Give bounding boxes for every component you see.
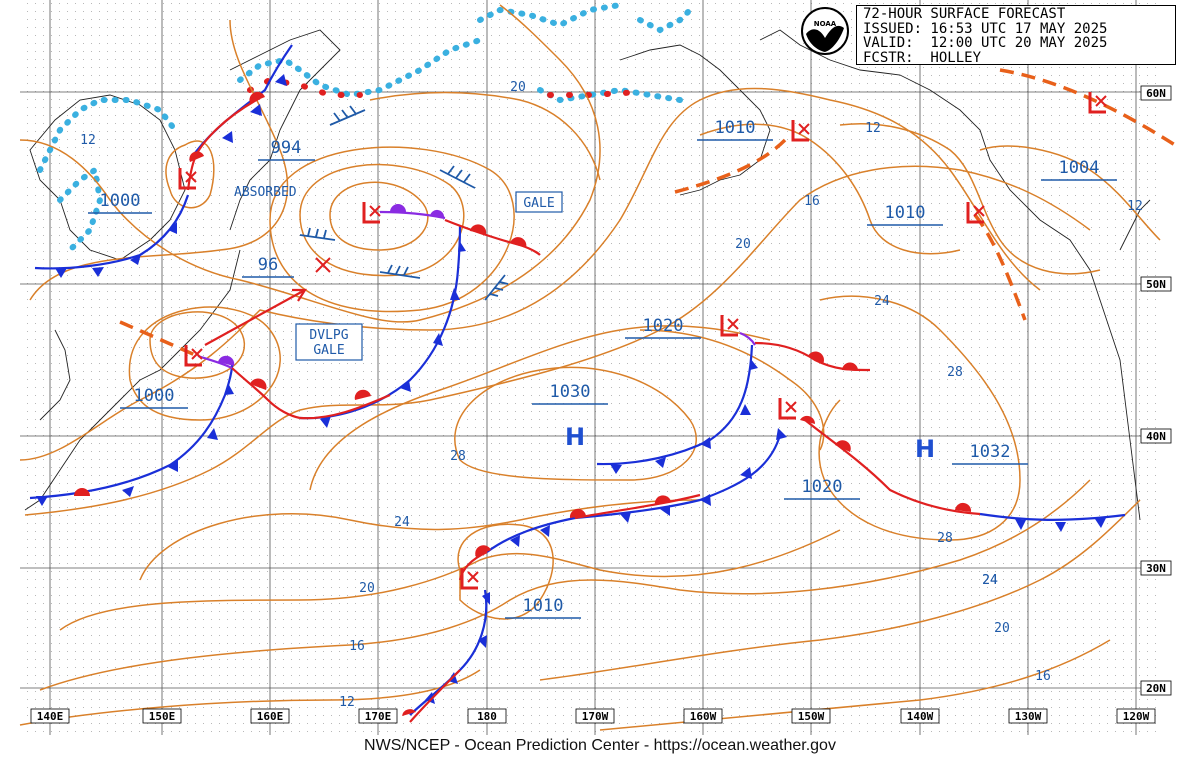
isotherm-label: 16 [1035,669,1051,684]
dvlpg-gale-box: DVLPG GALE [295,323,363,361]
warm-front-barbs [74,91,972,716]
latitude-labels: 60N 50N 40N 30N 20N [1140,85,1172,696]
longitude-labels: 140E 150E 160E 170E 180 170W 160W 150W 1… [30,708,1156,724]
occluded-front-barbs [218,204,445,366]
pressure-label: 1032 [970,442,1011,462]
low-symbol [178,168,197,190]
isotherm-label: 28 [450,449,466,464]
isotherm-label: 12 [80,133,96,148]
track-arrow [204,289,306,346]
lon-label: 140W [907,710,934,723]
pressure-label: 1010 [885,203,926,223]
pressure-label: 1010 [715,118,756,138]
isotherm-label: 24 [394,515,410,530]
isotherm-label: 16 [349,639,365,654]
noaa-logo-icon: NOAA [801,7,849,55]
coastlines [24,29,1151,521]
pressure-labels: 994 1000 96 1000 1010 1010 1004 1020 103… [100,118,1100,616]
pressure-label: 1020 [802,477,843,497]
gale-box-1: GALE [515,191,563,213]
cold-front-barbs [36,74,1106,704]
lon-label: 150E [149,710,176,723]
lon-label: 160E [257,710,284,723]
lon-label: 170W [582,710,609,723]
map-background [20,0,1160,735]
low-symbol [966,202,985,224]
forecast-position-x [315,257,331,273]
lon-label: 140E [37,710,64,723]
valid-time: VALID: 12:00 UTC 20 MAY 2025 [863,35,1108,51]
low-symbol [720,315,739,337]
dvlpg-label: DVLPG [309,328,348,343]
pressure-label: 1004 [1059,158,1100,178]
isotherm-label: 20 [735,237,751,252]
lat-label: 50N [1146,278,1166,291]
absorbed-label: ABSORBED [234,185,297,200]
isotherm-label: 16 [804,194,820,209]
isotherm-label: 20 [994,621,1010,636]
isotherm-label: 20 [510,80,526,95]
graticule [20,0,1160,735]
low-symbol [184,345,203,367]
forecaster: FCSTR: HOLLEY [863,49,982,66]
forecast-header: 72-HOUR SURFACE FORECAST ISSUED: 16:53 UT… [856,5,1176,65]
lon-label: 180 [477,710,497,723]
low-symbol [1088,92,1107,114]
isotherm-label: 28 [947,365,963,380]
pressure-label: 96 [258,255,278,275]
pressure-label: 1020 [643,316,684,336]
isotherm-label: 12 [865,121,881,136]
wind-barbs [299,105,509,301]
low-symbol [791,120,810,142]
lon-label: 120W [1123,710,1150,723]
track-arrow-head [292,288,308,302]
lat-label: 40N [1146,430,1166,443]
lon-label: 160W [690,710,717,723]
low-symbol [460,568,479,590]
pressure-label: 1010 [523,596,564,616]
low-symbol [778,398,797,420]
lon-label: 170E [365,710,392,723]
gale-label: GALE [523,196,554,211]
isotherm-label: 24 [874,294,890,309]
issued-time: ISSUED: 16:53 UTC 17 MAY 2025 [863,20,1108,37]
high-center: H [915,435,935,463]
pressure-label: 1030 [550,382,591,402]
pressure-label: 994 [271,138,302,158]
isotherm-label: 12 [339,695,355,710]
low-centers [178,92,1107,590]
ice-edge [37,2,693,253]
isotherm-label: 12 [1127,199,1143,214]
lon-label: 130W [1015,710,1042,723]
isotherm-label: 28 [937,531,953,546]
isotherm-label: 20 [359,581,375,596]
lat-label: 30N [1146,562,1166,575]
gale-label: GALE [313,343,344,358]
pressure-label: 1000 [100,191,141,211]
pressure-label: 1000 [134,386,175,406]
isobars [19,4,1161,731]
footer-credit: NWS/NCEP - Ocean Prediction Center - htt… [364,737,836,754]
forecast-title: 72-HOUR SURFACE FORECAST [863,6,1066,22]
lat-label: 20N [1146,682,1166,695]
high-center: H [565,423,585,451]
isotherm-label: 24 [982,573,998,588]
low-symbol [362,202,381,224]
lon-label: 150W [798,710,825,723]
lat-label: 60N [1146,87,1166,100]
pressure-underlines [88,139,1117,619]
logo-text: NOAA [814,20,837,28]
isotherm-label: 24 [982,573,998,588]
isotherm-labels: 12 20 12 16 12 20 24 28 28 24 24 20 16 2… [80,80,1143,710]
